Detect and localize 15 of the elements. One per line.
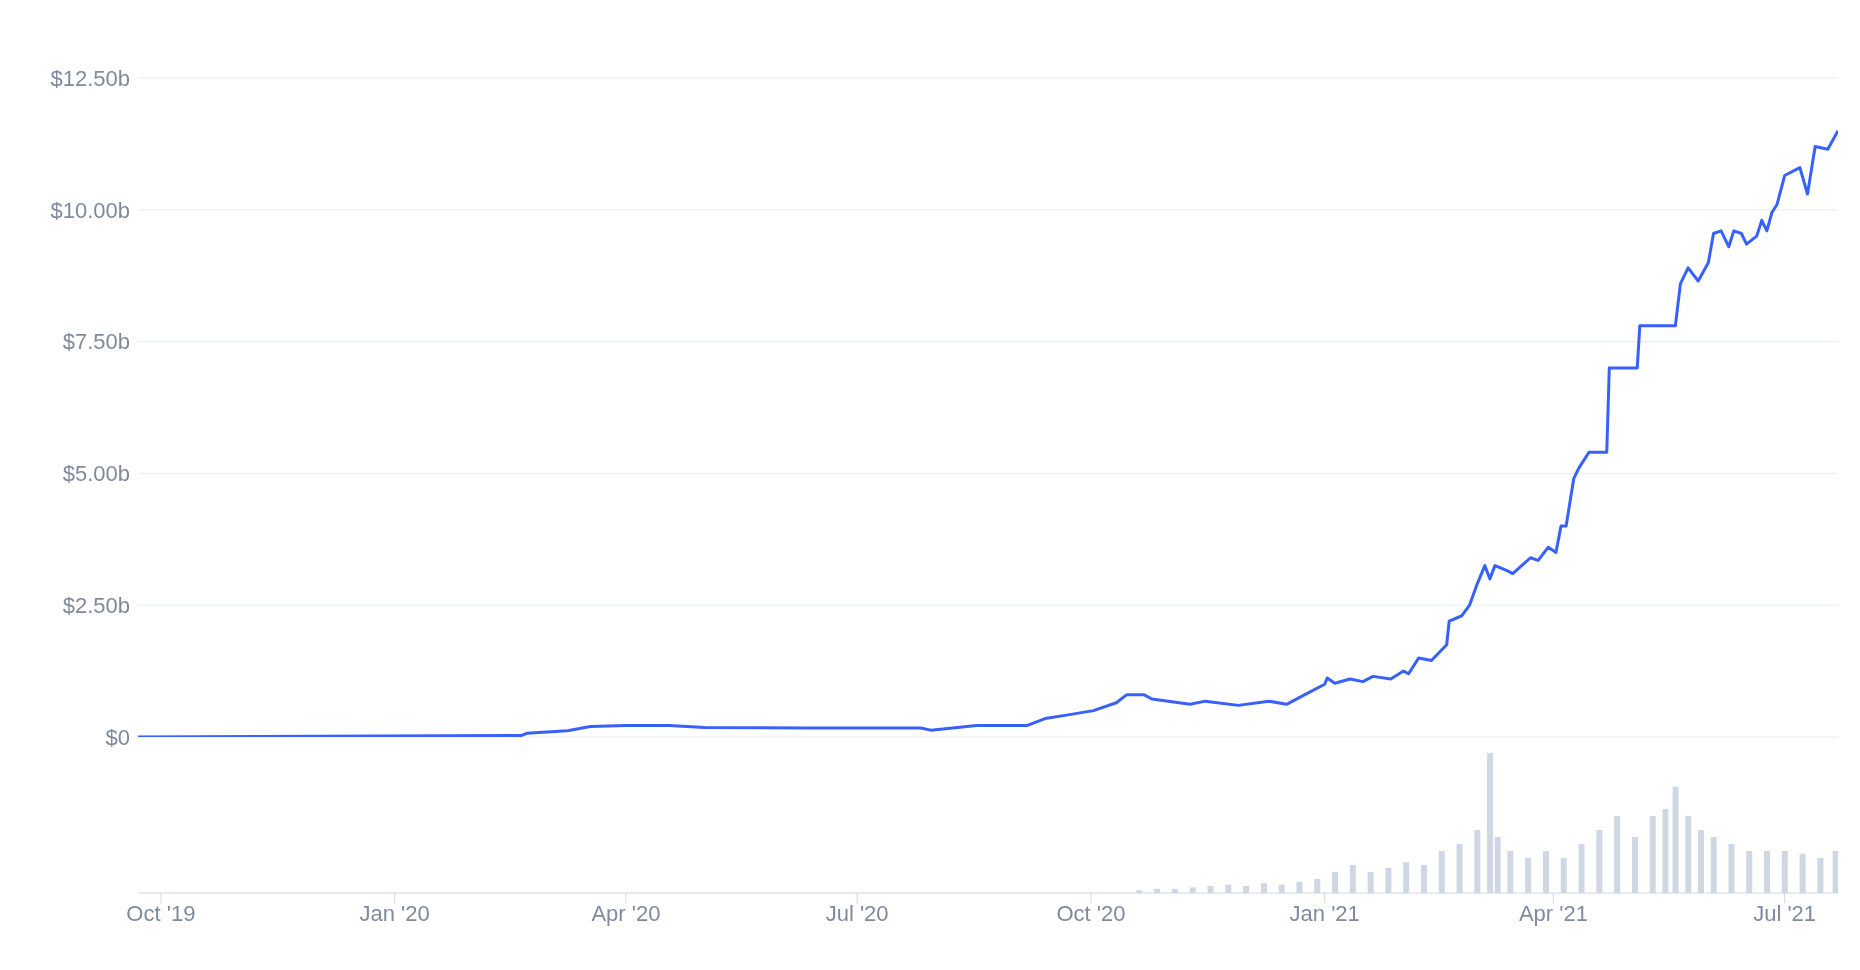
line-series (138, 129, 1838, 737)
x-tick-label: Jan '20 (359, 900, 430, 926)
x-tick-label: Jul '21 (1753, 900, 1817, 926)
y-tick-label: $5.00b (62, 461, 130, 487)
x-tick-label: Apr '21 (1518, 900, 1588, 926)
y-tick-label: $0 (105, 724, 130, 750)
x-tick-label: Apr '20 (591, 900, 661, 926)
x-tick-label: Jan '21 (1289, 900, 1360, 926)
y-tick-label: $10.00b (50, 197, 130, 223)
y-tick-label: $12.50b (50, 65, 130, 91)
x-tick-label: Oct '20 (1056, 900, 1126, 926)
y-tick-label: $2.50b (62, 593, 130, 619)
x-tick-label: Oct '19 (126, 900, 196, 926)
y-tick-label: $7.50b (62, 329, 130, 355)
x-tick-label: Jul '20 (825, 900, 889, 926)
